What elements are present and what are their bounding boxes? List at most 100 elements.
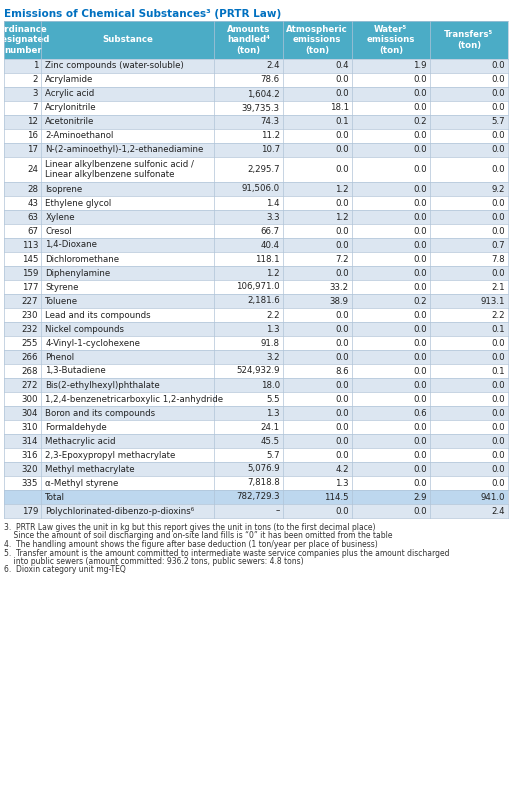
Text: 113: 113: [22, 241, 38, 250]
Text: 0.0: 0.0: [335, 131, 349, 141]
Bar: [4, 224, 508, 238]
Text: 24.1: 24.1: [261, 422, 280, 431]
Text: 0.0: 0.0: [492, 381, 505, 390]
Text: 0.0: 0.0: [335, 198, 349, 207]
Text: 9.2: 9.2: [492, 185, 505, 194]
Text: 33.2: 33.2: [330, 282, 349, 291]
Text: 24: 24: [27, 165, 38, 174]
Text: Since the amount of soil discharging and on-site land fills is “0” it has been o: Since the amount of soil discharging and…: [4, 531, 393, 541]
Bar: [4, 196, 508, 210]
Text: 2.2: 2.2: [266, 310, 280, 319]
Text: 0.0: 0.0: [413, 131, 427, 141]
Text: 232: 232: [22, 325, 38, 334]
Bar: [4, 157, 508, 182]
Text: 0.0: 0.0: [335, 241, 349, 250]
Text: 7.8: 7.8: [492, 254, 505, 263]
Text: 0.0: 0.0: [413, 394, 427, 403]
Text: Toluene: Toluene: [45, 297, 78, 306]
Text: 0.0: 0.0: [335, 338, 349, 347]
Text: 227: 227: [22, 297, 38, 306]
Text: 0.0: 0.0: [492, 338, 505, 347]
Text: 0.0: 0.0: [413, 353, 427, 362]
Text: 1.2: 1.2: [335, 185, 349, 194]
Text: Methyl methacrylate: Methyl methacrylate: [45, 465, 135, 474]
Text: Boron and its compounds: Boron and its compounds: [45, 409, 156, 418]
Text: Xylene: Xylene: [45, 213, 75, 222]
Text: Acetonitrile: Acetonitrile: [45, 118, 95, 126]
Text: 5.7: 5.7: [266, 450, 280, 459]
Bar: [4, 143, 508, 157]
Bar: [4, 238, 508, 252]
Text: 0.7: 0.7: [492, 241, 505, 250]
Bar: [4, 448, 508, 462]
Text: 66.7: 66.7: [261, 226, 280, 235]
Text: 0.0: 0.0: [335, 75, 349, 85]
Text: Acrylic acid: Acrylic acid: [45, 90, 95, 98]
Text: Isoprene: Isoprene: [45, 185, 82, 194]
Bar: [4, 266, 508, 280]
Text: α-Methyl styrene: α-Methyl styrene: [45, 478, 119, 487]
Text: 1.3: 1.3: [266, 409, 280, 418]
Text: 268: 268: [22, 366, 38, 375]
Text: 18.0: 18.0: [261, 381, 280, 390]
Text: 0.0: 0.0: [492, 478, 505, 487]
Text: 0.0: 0.0: [335, 325, 349, 334]
Text: 316: 316: [22, 450, 38, 459]
Text: 114.5: 114.5: [324, 493, 349, 502]
Text: 1,604.2: 1,604.2: [247, 90, 280, 98]
Text: 106,971.0: 106,971.0: [236, 282, 280, 291]
Text: 91,506.0: 91,506.0: [242, 185, 280, 194]
Bar: [4, 420, 508, 434]
Text: 304: 304: [22, 409, 38, 418]
Text: 0.0: 0.0: [492, 409, 505, 418]
Text: 7,818.8: 7,818.8: [247, 478, 280, 487]
Text: 7.2: 7.2: [335, 254, 349, 263]
Text: 38.9: 38.9: [330, 297, 349, 306]
Text: 0.0: 0.0: [413, 146, 427, 154]
Text: 0.0: 0.0: [492, 226, 505, 235]
Text: 0.0: 0.0: [335, 506, 349, 515]
Text: N-(2-aminoethyl)-1,2-ethanediamine: N-(2-aminoethyl)-1,2-ethanediamine: [45, 146, 204, 154]
Text: 0.0: 0.0: [335, 422, 349, 431]
Text: Cresol: Cresol: [45, 226, 72, 235]
Text: 43: 43: [27, 198, 38, 207]
Text: 11.2: 11.2: [261, 131, 280, 141]
Text: 0.0: 0.0: [413, 450, 427, 459]
Bar: [4, 392, 508, 406]
Text: 28: 28: [27, 185, 38, 194]
Bar: [4, 364, 508, 378]
Text: 3.  PRTR Law gives the unit in kg but this report gives the unit in tons (to the: 3. PRTR Law gives the unit in kg but thi…: [4, 523, 375, 532]
Bar: [4, 115, 508, 129]
Text: 0.0: 0.0: [413, 269, 427, 278]
Text: 7: 7: [33, 103, 38, 113]
Text: 1.3: 1.3: [266, 325, 280, 334]
Text: 0.0: 0.0: [492, 131, 505, 141]
Bar: [4, 59, 508, 73]
Text: 3.3: 3.3: [266, 213, 280, 222]
Bar: [4, 504, 508, 518]
Text: Ordinance
designated
number: Ordinance designated number: [0, 25, 50, 55]
Text: 5.7: 5.7: [492, 118, 505, 126]
Text: 0.0: 0.0: [335, 394, 349, 403]
Text: 310: 310: [22, 422, 38, 431]
Text: 5.5: 5.5: [266, 394, 280, 403]
Text: 1.2: 1.2: [266, 269, 280, 278]
Text: 335: 335: [22, 478, 38, 487]
Text: 0.6: 0.6: [413, 409, 427, 418]
Bar: [4, 378, 508, 392]
Text: 2.1: 2.1: [492, 282, 505, 291]
Text: 0.0: 0.0: [335, 353, 349, 362]
Text: 0.0: 0.0: [413, 422, 427, 431]
Bar: [4, 490, 508, 504]
Text: 0.0: 0.0: [413, 366, 427, 375]
Text: 0.0: 0.0: [413, 381, 427, 390]
Text: 12: 12: [27, 118, 38, 126]
Text: 1: 1: [33, 62, 38, 70]
Text: 179: 179: [22, 506, 38, 515]
Bar: [4, 73, 508, 87]
Text: 0.0: 0.0: [492, 353, 505, 362]
Text: 1.9: 1.9: [413, 62, 427, 70]
Text: Water⁵
emissions
(ton): Water⁵ emissions (ton): [367, 25, 415, 55]
Text: 159: 159: [22, 269, 38, 278]
Bar: [4, 322, 508, 336]
